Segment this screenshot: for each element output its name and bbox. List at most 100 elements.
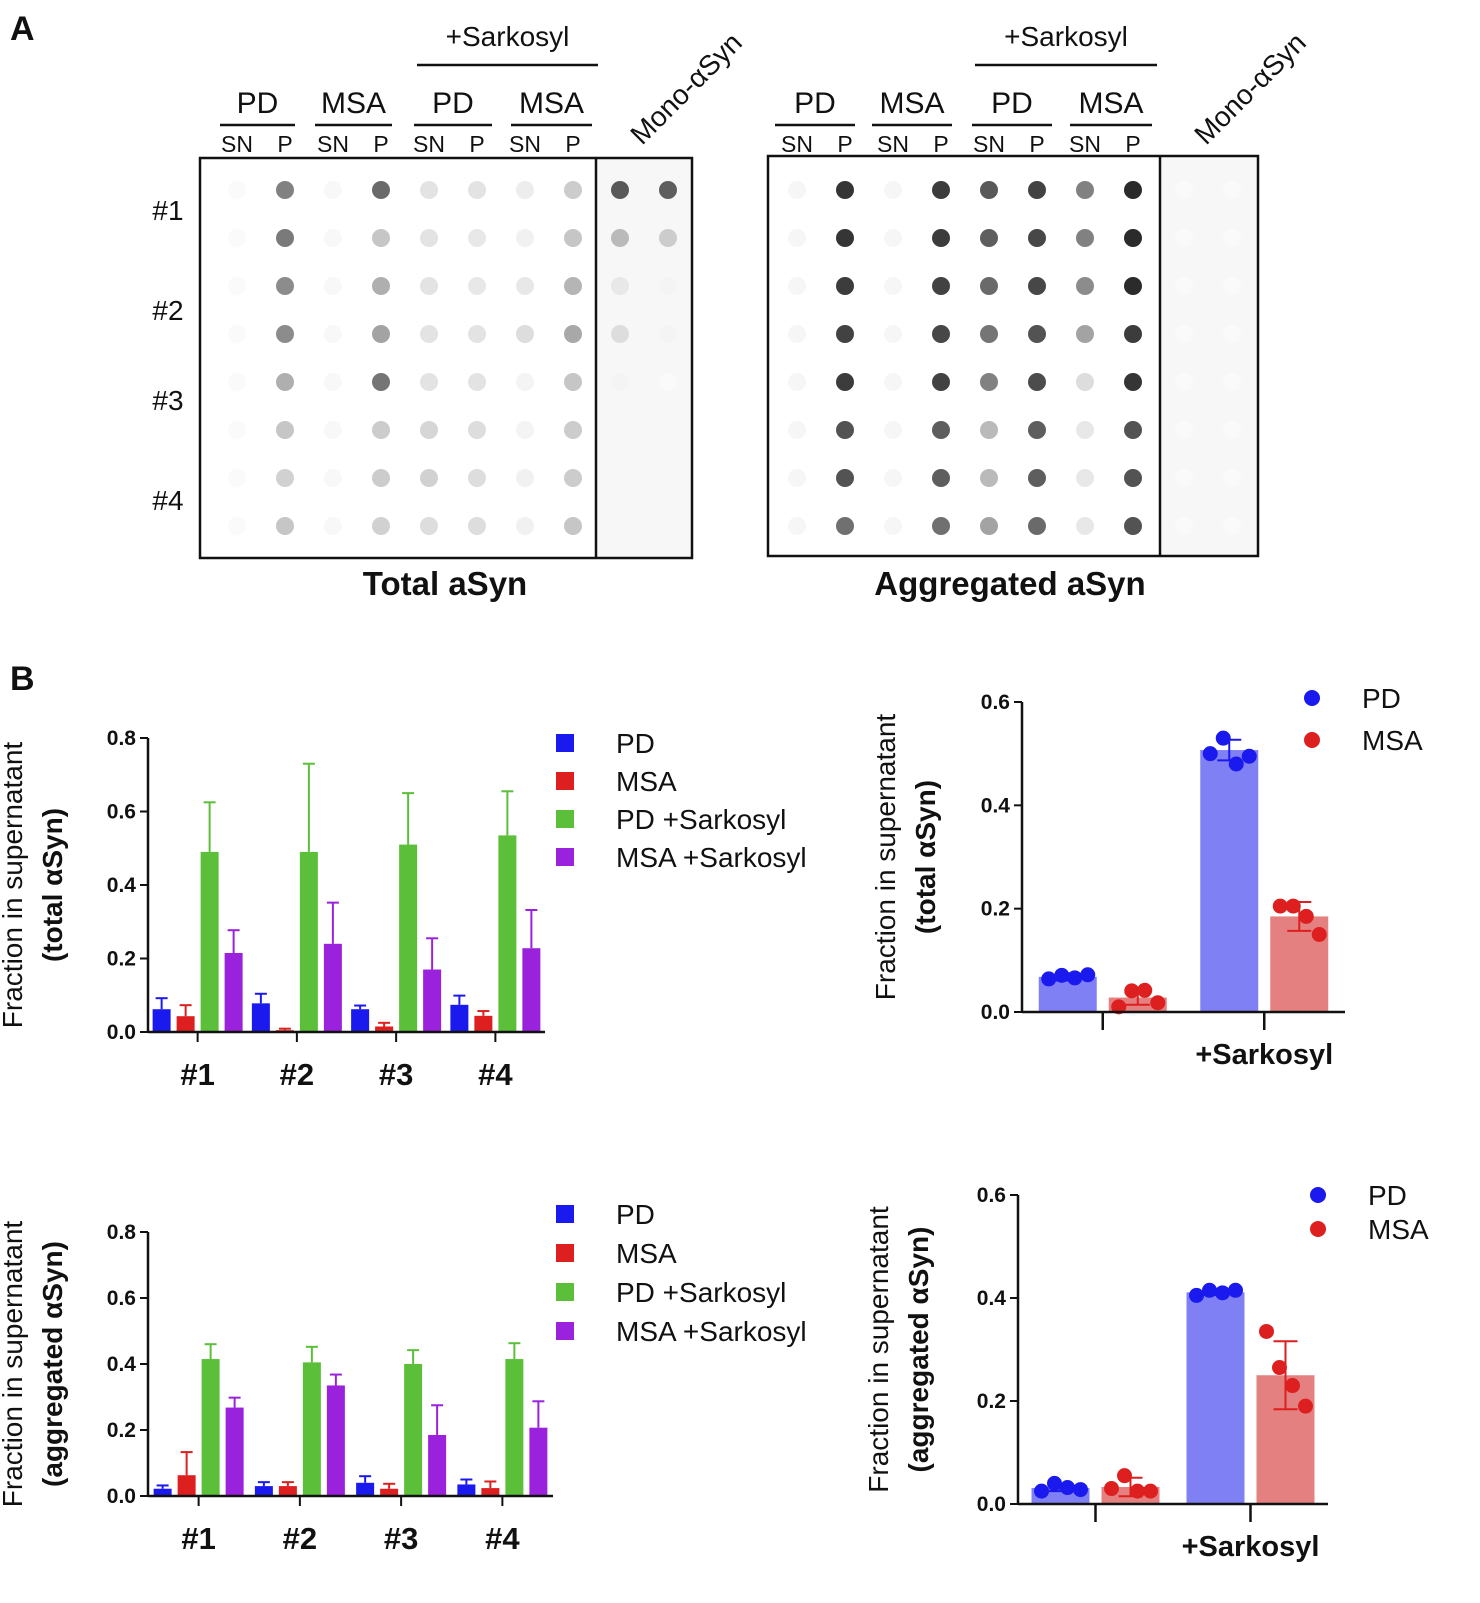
bar (224, 952, 243, 1032)
blot-dot (468, 421, 486, 439)
blot-dot (932, 181, 950, 199)
blot-dot (324, 421, 342, 439)
blot-dot (1124, 421, 1142, 439)
blot-dot (932, 277, 950, 295)
blot-dot (1175, 277, 1193, 295)
blot-dot (1124, 517, 1142, 535)
lane-label: P (373, 131, 388, 157)
blot-dot (420, 421, 438, 439)
blot-dot (1223, 229, 1241, 247)
sarkosyl-label: +Sarkosyl (1004, 21, 1128, 52)
blot-dot (516, 229, 534, 247)
blot-dot (228, 181, 246, 199)
blot-dot (932, 373, 950, 391)
y-tick-label: 0.4 (977, 1287, 1007, 1310)
blot-dot (564, 181, 582, 199)
data-point (1298, 1398, 1313, 1414)
legend-label: PD +Sarkosyl (616, 804, 786, 835)
row-label: #1 (152, 195, 183, 226)
data-point (1285, 1378, 1300, 1394)
blot-dot (372, 325, 390, 343)
legend-label: MSA (616, 1238, 677, 1269)
blot-dot (611, 373, 629, 391)
blot-dot (1028, 229, 1046, 247)
bar-charts: Fraction in supernatant (total αSyn) 0.0 0.… (0, 683, 1429, 1563)
lane-label: P (933, 131, 948, 157)
blot-dot (1223, 469, 1241, 487)
blot-dot (228, 229, 246, 247)
lane-label: P (277, 131, 292, 157)
blot-dot (932, 325, 950, 343)
dot-blot-2: PD MSA PD MSA SN P SN P SN P SN P +Sarkosyl Mono-αSyn… (766, 21, 1312, 602)
blot-dot (564, 277, 582, 295)
blot-dot (884, 325, 902, 343)
legend-label: PD (1368, 1180, 1407, 1211)
blot-dot (276, 181, 294, 199)
y-tick-label: 0.2 (107, 948, 136, 971)
blot-dot (1223, 517, 1241, 535)
data-point (1104, 1481, 1119, 1497)
blot-dot (932, 421, 950, 439)
blot-dot (932, 229, 950, 247)
blot-dot (884, 181, 902, 199)
bar (1186, 1292, 1245, 1504)
blot-dot (276, 421, 294, 439)
y-axis-label-line-1: Fraction in supernatant (870, 714, 901, 1001)
y-tick-label: 0.8 (107, 1221, 137, 1244)
blot-frame (198, 156, 694, 560)
blot-dot (1223, 421, 1241, 439)
blot-dot (324, 469, 342, 487)
chart-3: Fraction in supernatant (aggregated αSyn)… (0, 1199, 807, 1556)
blot-dot (468, 229, 486, 247)
lane-label: P (469, 131, 484, 157)
blot-dot (420, 517, 438, 535)
lane-label: SN (781, 131, 813, 157)
data-point (1137, 982, 1153, 998)
blot-dot (468, 325, 486, 343)
chart-4: Fraction in supernatant (aggregated αSyn)… (863, 1180, 1429, 1563)
blot-frame (766, 154, 1260, 558)
bar (481, 1488, 500, 1496)
y-tick-label: 0.0 (977, 1493, 1006, 1516)
bar (423, 969, 442, 1032)
group-label: MSA (321, 87, 386, 120)
y-axis-label-line-2: (total αSyn) (37, 808, 68, 962)
blot-dot (980, 229, 998, 247)
data-point (1298, 908, 1314, 924)
lane-label: SN (1069, 131, 1101, 157)
blot-dot (836, 325, 854, 343)
data-point (1189, 1287, 1204, 1303)
group-label: PD (794, 87, 836, 120)
blot-dot (980, 277, 998, 295)
y-tick-label: 0.0 (107, 1485, 136, 1508)
blot-title: Total aSyn (363, 565, 527, 602)
lane-label: SN (317, 131, 349, 157)
blot-dot (980, 325, 998, 343)
blot-dot (788, 517, 806, 535)
lane-label: SN (221, 131, 253, 157)
blot-dot (276, 469, 294, 487)
blot-dot (1175, 469, 1193, 487)
blot-dot (1223, 373, 1241, 391)
bar (200, 851, 219, 1032)
blot-dot (788, 373, 806, 391)
blot-dot (420, 373, 438, 391)
blot-dot (836, 421, 854, 439)
blot-dot (1076, 277, 1094, 295)
x-tick-label: #2 (283, 1521, 317, 1556)
blot-dot (836, 373, 854, 391)
blot-dot (788, 229, 806, 247)
blot-dot (372, 181, 390, 199)
data-point (1130, 1483, 1145, 1499)
y-tick-label: 0.8 (107, 727, 137, 750)
data-point (1067, 970, 1083, 986)
bar (529, 1427, 548, 1496)
blot-dot (228, 469, 246, 487)
legend-swatch (556, 1283, 574, 1301)
blot-dot (228, 277, 246, 295)
blot-dot (659, 181, 677, 199)
blot-dot (1223, 181, 1241, 199)
blot-dot (1076, 469, 1094, 487)
mono-asyn-label: Mono-αSyn (1188, 27, 1312, 151)
bar (450, 1004, 469, 1032)
